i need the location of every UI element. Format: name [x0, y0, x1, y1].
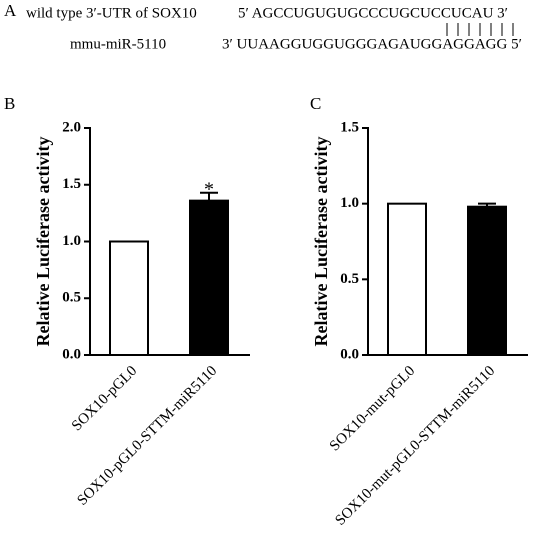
- y-tick-label: 1.5: [62, 176, 81, 192]
- y-tick-label: 1.0: [340, 195, 359, 211]
- y-tick-label: 1.5: [340, 119, 359, 135]
- y-tick-label: 0.5: [62, 290, 81, 306]
- x-tick-label: SOX10-mut-pGL0: [327, 363, 418, 454]
- bar: [189, 199, 229, 356]
- bar: [387, 202, 427, 356]
- y-tick-label: 0.0: [340, 346, 359, 362]
- mirna-seq: 3′ UUAAGGUGGUGGGAGAUGGAGGAGG 5′: [222, 36, 522, 52]
- y-axis-label: Relative Luciferase activity: [33, 137, 53, 347]
- y-tick-label: 0.0: [62, 346, 81, 362]
- pairing-lines: [446, 23, 514, 36]
- target-seq: 5′ AGCCUGUGUGCCCUGCUCCUCAU 3′: [238, 5, 508, 21]
- panel-label: B: [4, 94, 15, 113]
- x-tick-label: SOX10-pGL0: [69, 363, 140, 434]
- mirna-name: mmu-miR-5110: [70, 36, 166, 52]
- x-tick-label: SOX10-mut-pGL0-STTM-miR5110: [332, 363, 498, 529]
- significance: *: [204, 178, 214, 200]
- y-axis-label: Relative Luciferase activity: [311, 137, 331, 347]
- x-tick-label: SOX10-pGL0-STTM-miR5110: [74, 363, 220, 509]
- panel-label: A: [4, 1, 17, 20]
- y-tick-label: 0.5: [340, 271, 359, 287]
- panel-label: C: [310, 94, 321, 113]
- y-tick-label: 2.0: [62, 119, 81, 135]
- target-name: wild type 3′-UTR of SOX10: [26, 5, 197, 21]
- bar: [109, 240, 149, 356]
- y-tick-label: 1.0: [62, 233, 81, 249]
- bar: [467, 205, 507, 356]
